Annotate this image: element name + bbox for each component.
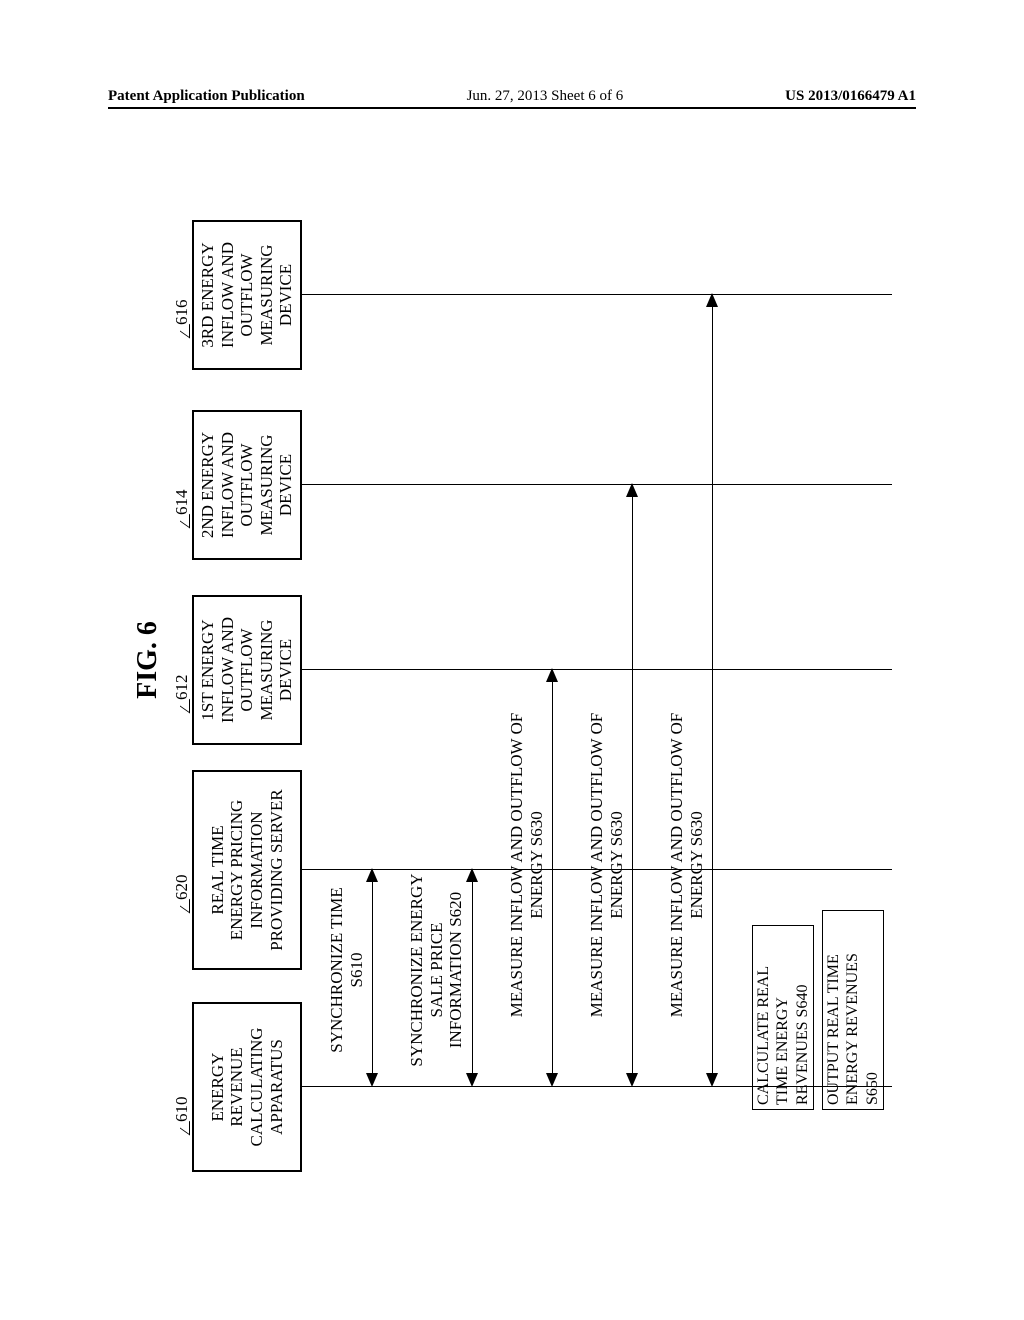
figure-title: FIG. 6 (132, 621, 164, 699)
msg-measure-1: MEASURE INFLOW AND OUTFLOW OFENERGY S630 (507, 680, 546, 1050)
arrow-line (372, 880, 373, 1075)
lifeline-612 (302, 669, 892, 670)
header-left: Patent Application Publication (108, 88, 305, 105)
arrow-head-right-icon (466, 868, 478, 882)
box-device-3: 3RD ENERGYINFLOW ANDOUTFLOWMEASURINGDEVI… (192, 220, 302, 370)
header-right: US 2013/0166479 A1 (785, 88, 916, 105)
arrow-head-right-icon (546, 668, 558, 682)
arrow-head-right-icon (706, 293, 718, 307)
arrow-head-right-icon (626, 483, 638, 497)
arrow-line (472, 880, 473, 1075)
msg-output: OUTPUT REAL TIMEENERGY REVENUESS650 (822, 910, 884, 1110)
msg-measure-3: MEASURE INFLOW AND OUTFLOW OFENERGY S630 (667, 680, 706, 1050)
lifeline-616 (302, 294, 892, 295)
page-header: Patent Application Publication Jun. 27, … (108, 88, 916, 109)
msg-measure-2: MEASURE INFLOW AND OUTFLOW OFENERGY S630 (587, 680, 626, 1050)
arrow-head-left-icon (706, 1073, 718, 1087)
arrow-head-right-icon (366, 868, 378, 882)
arrow-head-left-icon (546, 1073, 558, 1087)
msg-sync-time: SYNCHRONIZE TIMES610 (327, 870, 366, 1070)
arrow-head-left-icon (626, 1073, 638, 1087)
figure-stage: FIG. 6 610 ENERGYREVENUECALCULATINGAPPAR… (132, 120, 892, 1200)
arrow-line (712, 305, 713, 1075)
lifeline-614 (302, 484, 892, 485)
arrow-head-left-icon (466, 1073, 478, 1087)
box-pricing-server: REAL TIMEENERGY PRICINGINFORMATIONPROVID… (192, 770, 302, 970)
arrow-line (632, 495, 633, 1075)
msg-calculate: CALCULATE REALTIME ENERGYREVENUES S640 (752, 925, 814, 1110)
box-device-1: 1ST ENERGYINFLOW ANDOUTFLOWMEASURINGDEVI… (192, 595, 302, 745)
header-center: Jun. 27, 2013 Sheet 6 of 6 (467, 88, 624, 105)
box-energy-revenue-apparatus: ENERGYREVENUECALCULATINGAPPARATUS (192, 1002, 302, 1172)
arrow-line (552, 680, 553, 1075)
arrow-head-left-icon (366, 1073, 378, 1087)
msg-sync-price: SYNCHRONIZE ENERGYSALE PRICEINFORMATION … (407, 860, 466, 1080)
box-device-2: 2ND ENERGYINFLOW ANDOUTFLOWMEASURINGDEVI… (192, 410, 302, 560)
